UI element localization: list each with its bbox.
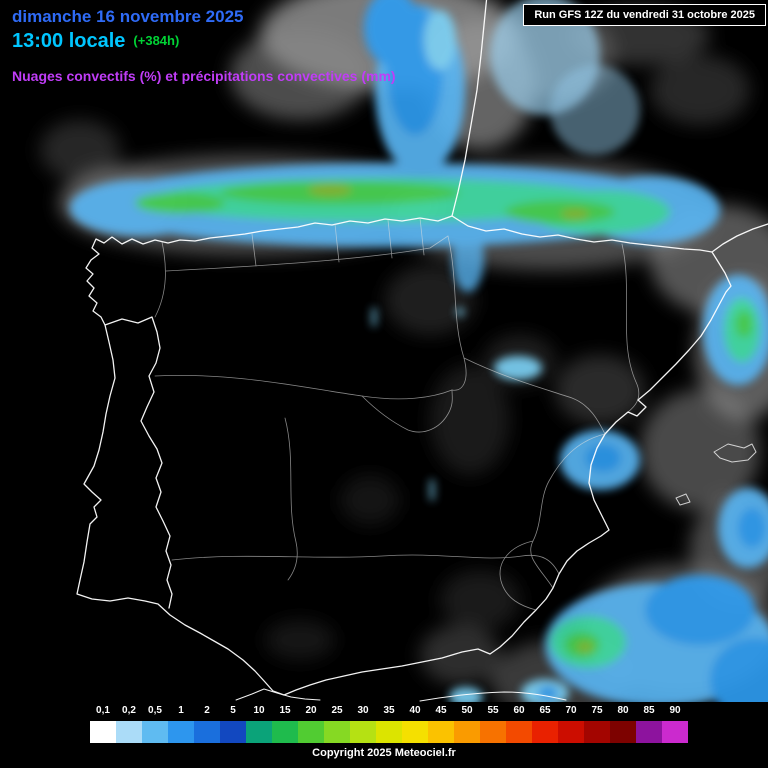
legend-swatch [584,721,610,743]
region-borders [154,217,640,611]
forecast-date: dimanche 16 novembre 2025 [12,7,244,26]
legend-value: 5 [230,705,236,716]
legend-value: 15 [279,705,291,716]
legend-value: 65 [539,705,551,716]
legend-swatch [298,721,324,743]
legend-swatch [142,721,168,743]
legend-swatch [116,721,142,743]
legend-value: 0,5 [148,705,162,716]
legend-value: 0,2 [122,705,136,716]
legend-swatch [480,721,506,743]
legend-swatch [324,721,350,743]
legend-swatch [532,721,558,743]
forecast-offset: (+384h) [133,33,180,48]
legend-swatch [610,721,636,743]
legend-swatch [90,721,116,743]
legend-value: 85 [643,705,655,716]
legend-value: 20 [305,705,317,716]
legend-swatch [662,721,688,743]
legend-value: 35 [383,705,395,716]
map-variable-label: Nuages convectifs (%) et précipitations … [12,68,396,84]
legend-swatch [454,721,480,743]
legend-swatch [558,721,584,743]
legend-swatch [272,721,298,743]
precipitation-layer [70,0,768,722]
legend-value: 1 [178,705,184,716]
legend-value: 80 [617,705,629,716]
legend-value: 0,1 [96,705,110,716]
legend-swatch [168,721,194,743]
legend-value: 2 [204,705,210,716]
legend-swatch [376,721,402,743]
legend-color-scale [90,721,688,743]
legend-swatch [506,721,532,743]
legend-value: 25 [331,705,343,716]
legend-value: 30 [357,705,369,716]
legend-value: 90 [669,705,681,716]
model-run-info: Run GFS 12Z du vendredi 31 octobre 2025 [523,4,766,26]
legend-swatch [246,721,272,743]
legend-swatch [194,721,220,743]
legend-swatch [402,721,428,743]
legend-value: 10 [253,705,265,716]
legend-swatch [636,721,662,743]
legend-value: 50 [461,705,473,716]
legend-value: 70 [565,705,577,716]
copyright: Copyright 2025 Meteociel.fr [312,747,456,759]
legend-value: 40 [409,705,421,716]
legend-swatch [350,721,376,743]
legend-value: 45 [435,705,447,716]
coastline-borders [76,0,768,702]
legend-swatch [220,721,246,743]
forecast-local-time: 13:00 locale [12,30,126,52]
legend-value: 55 [487,705,499,716]
legend-labels: 0,1 0,2 0,5 1 2 5 10 15 20 25 30 35 40 45 50 55 60 65 70 75… [90,705,688,716]
legend-swatch [428,721,454,743]
legend-value: 75 [591,705,603,716]
forecast-time-row: 13:00 locale (+384h) [12,30,179,53]
legend-value: 60 [513,705,525,716]
